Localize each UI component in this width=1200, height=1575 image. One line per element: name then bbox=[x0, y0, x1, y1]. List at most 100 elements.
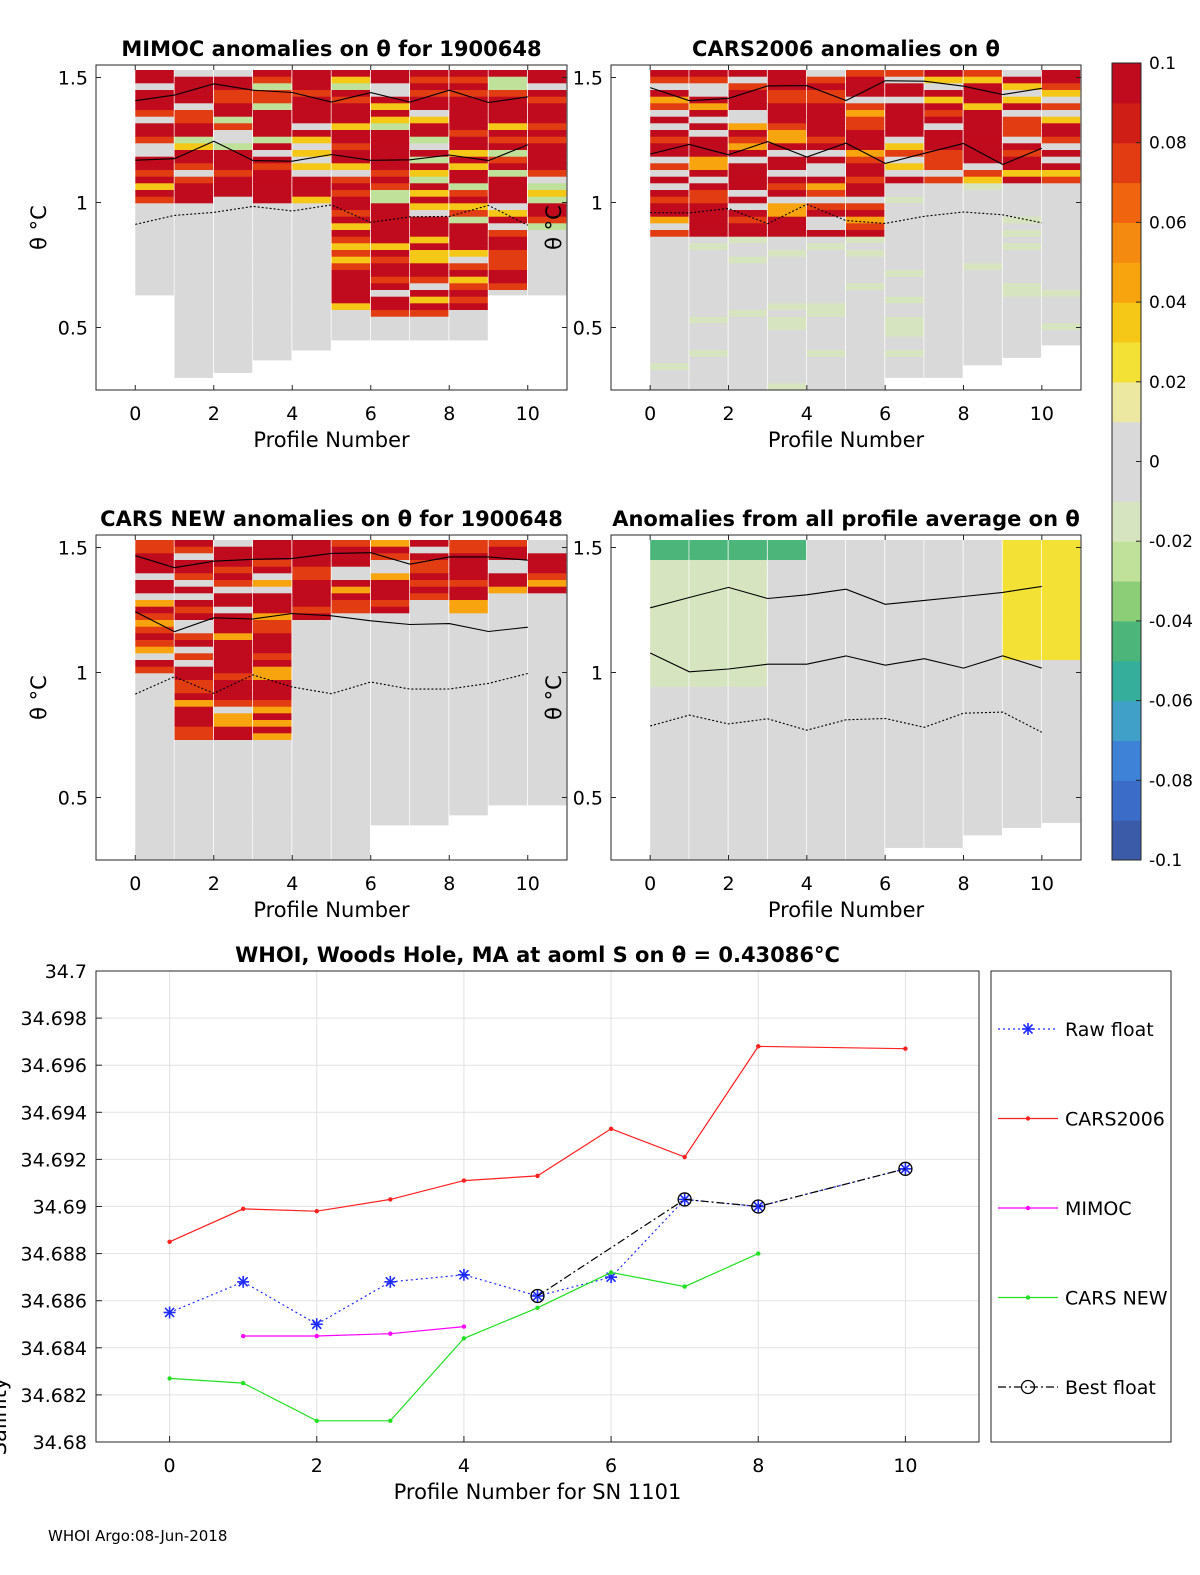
heatmap-cell bbox=[1041, 606, 1081, 614]
heatmap-cell bbox=[885, 170, 924, 178]
heatmap-cell bbox=[806, 110, 846, 118]
heatmap-cell bbox=[963, 136, 1002, 144]
heatmap-cell bbox=[846, 343, 885, 351]
heatmap-cell bbox=[767, 700, 807, 708]
heatmap-cell bbox=[174, 70, 213, 78]
heatmap-cell bbox=[1041, 310, 1081, 318]
heatmap-cell bbox=[174, 290, 213, 298]
series-cars2006-marker bbox=[314, 1209, 319, 1214]
heatmap-cell bbox=[806, 826, 846, 834]
heatmap-cell bbox=[1041, 780, 1081, 788]
heatmap-cell bbox=[410, 806, 449, 814]
heatmap-cell bbox=[174, 660, 213, 668]
heatmap-cell bbox=[174, 633, 213, 641]
heatmap-cell bbox=[1002, 310, 1042, 318]
heatmap-cell bbox=[253, 276, 292, 284]
heatmap-cell bbox=[885, 303, 924, 311]
x-tick-label: 6 bbox=[365, 403, 377, 425]
heatmap-cell bbox=[963, 586, 1002, 594]
x-tick-label: 2 bbox=[208, 403, 220, 425]
heatmap-cell bbox=[174, 256, 213, 264]
heatmap-cell bbox=[728, 566, 767, 574]
heatmap-cell bbox=[924, 150, 963, 158]
heatmap-cell bbox=[174, 726, 213, 734]
heatmap-cell bbox=[527, 586, 567, 594]
heatmap-cell bbox=[806, 83, 846, 91]
heatmap-cell bbox=[370, 183, 410, 191]
heatmap-cell bbox=[292, 230, 331, 238]
heatmap-cell bbox=[410, 706, 449, 714]
heatmap-cell bbox=[253, 96, 292, 104]
heatmap-cell bbox=[806, 343, 846, 351]
series-cars2006-marker bbox=[903, 1046, 908, 1051]
heatmap-cell bbox=[806, 270, 846, 278]
heatmap-cell bbox=[410, 303, 449, 311]
heatmap-cell bbox=[767, 203, 807, 211]
x-axis-label: Profile Number for SN 1101 bbox=[394, 1480, 682, 1504]
heatmap-cell bbox=[885, 566, 924, 574]
heatmap-cell bbox=[253, 343, 292, 351]
heatmap-cell bbox=[488, 680, 527, 688]
heatmap-cell bbox=[1041, 566, 1081, 574]
heatmap-cell bbox=[174, 733, 213, 741]
heatmap-cell bbox=[410, 606, 449, 614]
heatmap-cell bbox=[331, 826, 370, 834]
heatmap-cell bbox=[924, 806, 963, 814]
heatmap-cell bbox=[370, 813, 410, 821]
heatmap-cell bbox=[1041, 76, 1081, 84]
heatmap-cell bbox=[1002, 123, 1042, 131]
heatmap-cell bbox=[728, 243, 767, 251]
heatmap-cell bbox=[689, 593, 728, 601]
heatmap-cell bbox=[213, 560, 253, 568]
heatmap-cell bbox=[846, 323, 885, 331]
heatmap-cell bbox=[410, 236, 449, 244]
heatmap-cell bbox=[885, 793, 924, 801]
series-cars2006-marker bbox=[756, 1044, 761, 1049]
heatmap-cell bbox=[963, 720, 1002, 728]
heatmap-cell bbox=[488, 190, 527, 198]
heatmap-cell bbox=[1002, 640, 1042, 648]
heatmap-cell bbox=[1041, 820, 1081, 823]
y-axis-label: Salinity bbox=[0, 1378, 11, 1456]
heatmap-cell bbox=[806, 660, 846, 668]
heatmap-cell bbox=[370, 196, 410, 204]
heatmap-cell bbox=[963, 560, 1002, 568]
heatmap-cell bbox=[924, 706, 963, 714]
heatmap-cell bbox=[924, 666, 963, 674]
heatmap-cell bbox=[1041, 586, 1081, 594]
heatmap-cell bbox=[924, 606, 963, 614]
heatmap-cell bbox=[806, 673, 846, 681]
heatmap-cell bbox=[1041, 263, 1081, 271]
heatmap-cell bbox=[370, 176, 410, 184]
heatmap-cell bbox=[963, 103, 1002, 111]
heatmap-cell bbox=[1041, 640, 1081, 648]
heatmap-cell bbox=[253, 673, 292, 681]
heatmap-cell bbox=[292, 613, 331, 621]
heatmap-cell bbox=[331, 143, 370, 151]
heatmap-cell bbox=[292, 323, 331, 331]
heatmap-cell bbox=[410, 150, 449, 158]
heatmap-cell bbox=[728, 593, 767, 601]
heatmap-cell bbox=[488, 700, 527, 708]
heatmap-cell bbox=[410, 76, 449, 84]
heatmap-cell bbox=[292, 633, 331, 641]
heatmap-cell bbox=[527, 196, 567, 204]
heatmap-cell bbox=[370, 296, 410, 304]
heatmap-cell bbox=[410, 196, 449, 204]
heatmap-cell bbox=[689, 190, 728, 198]
heatmap-cell bbox=[135, 90, 174, 98]
heatmap-cell bbox=[253, 130, 292, 138]
heatmap-cell bbox=[527, 203, 567, 211]
heatmap-cell bbox=[410, 700, 449, 708]
heatmap-cell bbox=[174, 250, 213, 258]
heatmap-cell bbox=[331, 336, 370, 341]
heatmap-cell bbox=[135, 196, 174, 204]
heatmap-cell bbox=[924, 626, 963, 634]
heatmap-cell bbox=[728, 820, 767, 828]
heatmap-cell bbox=[1002, 660, 1042, 668]
heatmap-cell bbox=[689, 833, 728, 841]
heatmap-cell bbox=[527, 263, 567, 271]
heatmap-cell bbox=[806, 130, 846, 138]
heatmap-cell bbox=[292, 646, 331, 654]
heatmap-cell bbox=[963, 706, 1002, 714]
